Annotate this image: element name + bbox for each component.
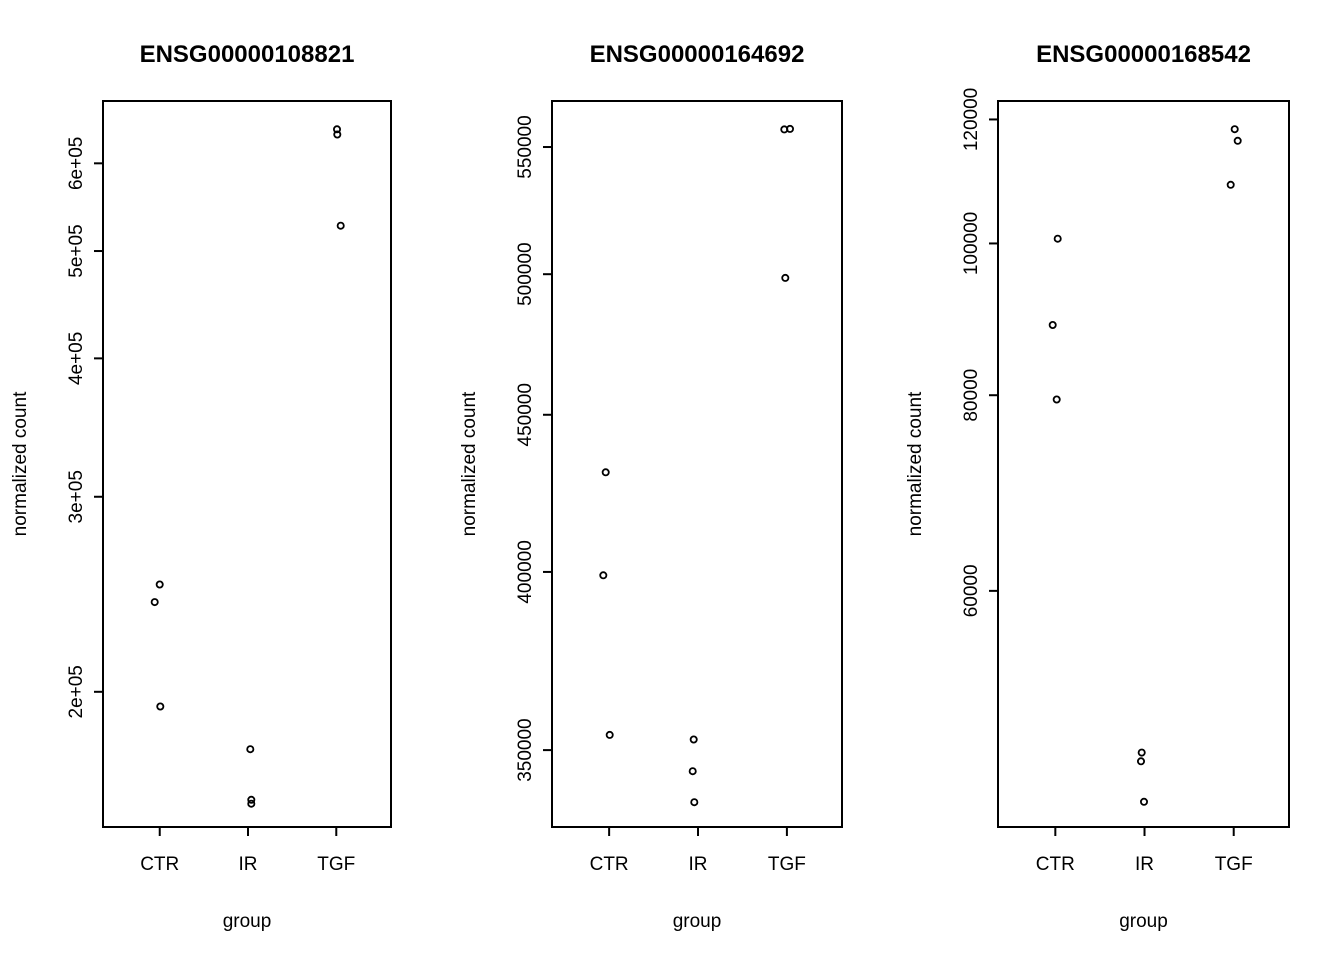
y-tick-label: 400000 [515,540,536,603]
data-point-ir [688,767,697,776]
y-axis-title: normalized count [10,391,31,536]
y-axis-title: normalized count [905,391,926,536]
plot-box [102,100,392,828]
data-point-ir [689,735,698,744]
panel-title: ENSG00000164692 [590,41,805,68]
y-tick-label: 500000 [515,242,536,305]
data-point-tgf [786,124,795,133]
panel-title: ENSG00000108821 [140,41,355,68]
data-point-ctr [605,730,614,739]
data-point-tgf [333,130,342,139]
y-axis-title: normalized count [459,391,480,536]
x-tick-label: TGF [1215,854,1253,875]
y-tick-label: 550000 [515,115,536,178]
data-point-tgf [332,125,341,134]
x-tick-label: IR [239,854,258,875]
data-point-ir [1140,797,1149,806]
data-point-ir [1137,757,1146,766]
data-point-ctr [601,468,610,477]
y-tick-label: 80000 [961,369,982,422]
x-tick-label: CTR [1036,854,1075,875]
y-tick-label: 4e+05 [66,332,87,385]
data-point-ir [690,798,699,807]
y-tick-label: 120000 [961,88,982,151]
x-axis-title: group [1119,911,1168,932]
data-point-ir [1137,748,1146,757]
y-tick-label: 60000 [961,564,982,617]
y-tick-label: 450000 [515,383,536,446]
panel-title: ENSG00000168542 [1036,41,1251,68]
data-point-tgf [1230,125,1239,134]
y-tick-label: 6e+05 [66,137,87,190]
y-tick-label: 100000 [961,212,982,275]
x-tick-label: CTR [140,854,179,875]
x-tick-label: TGF [768,854,806,875]
data-point-ctr [150,598,159,607]
data-point-ir [247,795,256,804]
data-point-ctr [1052,395,1061,404]
x-tick-label: TGF [317,854,355,875]
y-tick-label: 2e+05 [66,665,87,718]
data-point-ctr [155,580,164,589]
y-tick-label: 350000 [515,718,536,781]
x-axis-title: group [223,911,272,932]
x-axis-title: group [673,911,722,932]
data-point-tgf [336,221,345,230]
data-point-tgf [1226,180,1235,189]
data-point-ctr [1048,320,1057,329]
data-point-ir [247,799,256,808]
data-point-ctr [599,571,608,580]
data-point-tgf [1233,136,1242,145]
plot-box [551,100,843,828]
y-tick-label: 3e+05 [66,470,87,523]
data-point-tgf [781,273,790,282]
y-tick-label: 5e+05 [66,224,87,277]
x-tick-label: CTR [590,854,629,875]
data-point-ctr [156,702,165,711]
data-point-ir [246,745,255,754]
data-point-ctr [1053,234,1062,243]
x-tick-label: IR [1135,854,1154,875]
x-tick-label: IR [689,854,708,875]
plot-box [997,100,1290,828]
